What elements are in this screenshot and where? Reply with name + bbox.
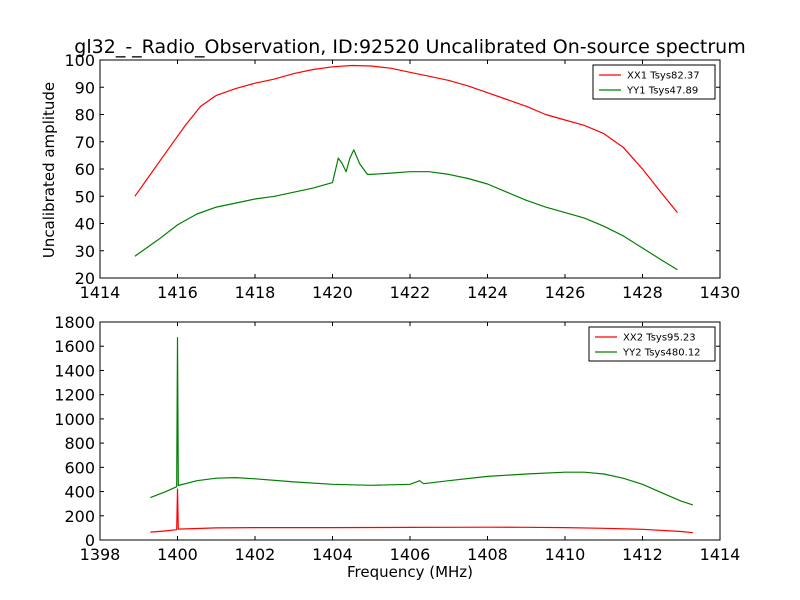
bottom-x-axis-label: Frequency (MHz) [347,563,473,581]
y-tick-label: 80 [75,106,95,125]
y-tick-label: 50 [75,187,95,206]
x-tick-label: 1428 [622,283,663,302]
x-tick-label: 1420 [312,283,353,302]
legend: XX1 Tsys82.37 YY1 Tsys47.89 [592,64,716,100]
x-tick-label: 1416 [157,283,198,302]
y-tick-label: 1000 [54,410,95,429]
x-tick-label: 1402 [235,545,276,564]
y-tick-label: 20 [75,269,95,288]
series-line-2-2 [150,337,694,506]
y-tick-label: 60 [75,160,95,179]
legend: XX2 Tsys95.23 YY2 Tsys480.12 [588,326,716,362]
y-tick-label: 1400 [54,361,95,380]
legend-label: YY2 Tsys480.12 [622,348,701,359]
y-tick-label: 40 [75,215,95,234]
x-tick-label: 1408 [467,545,508,564]
y-tick-label: 1200 [54,386,95,405]
y-tick-label: 600 [64,458,95,477]
legend-label: XX1 Tsys82.37 [627,71,700,82]
x-tick-label: 1404 [312,545,353,564]
legend-label: XX2 Tsys95.23 [623,333,696,344]
x-tick-label: 1426 [545,283,586,302]
x-tick-label: 1422 [390,283,431,302]
y-tick-label: 1800 [54,313,95,332]
x-tick-label: 1414 [700,545,741,564]
series-line-1-1 [134,64,678,213]
bottom-panel: 1398 1400 1402 1404 1406 1408 1410 1412 1414 0 200… [54,313,740,564]
x-tick-label: 1400 [157,545,198,564]
chart-title: gl32_-_Radio_Observation, ID:92520 Uncal… [74,36,745,58]
series-line-1-2 [134,149,678,271]
x-tick-label: 1424 [467,283,508,302]
top-y-axis-label: Uncalibrated amplitude [40,82,58,258]
x-tick-label: 1406 [390,545,431,564]
x-tick-label: 1412 [622,545,663,564]
y-tick-label: 30 [75,242,95,261]
x-tick-label: 1398 [80,545,121,564]
y-tick-label: 1600 [54,337,95,356]
y-tick-label: 70 [75,133,95,152]
x-tick-label: 1418 [235,283,276,302]
y-tick-label: 0 [85,531,95,550]
y-tick-label: 400 [64,483,95,502]
legend-box [592,64,716,100]
x-tick-label: 1414 [80,283,121,302]
y-tick-label: 200 [64,507,95,526]
y-tick-label: 100 [64,51,95,70]
y-tick-label: 90 [75,78,95,97]
legend-label: YY1 Tsys47.89 [626,86,698,97]
x-tick-label: 1430 [700,283,741,302]
legend-box [588,326,716,362]
x-tick-label: 1410 [545,545,586,564]
series-line-2-1 [150,488,693,534]
y-tick-label: 800 [64,434,95,453]
top-panel: 1414 1416 1418 1420 1422 1424 1426 1428 1430 20 30… [64,51,740,302]
